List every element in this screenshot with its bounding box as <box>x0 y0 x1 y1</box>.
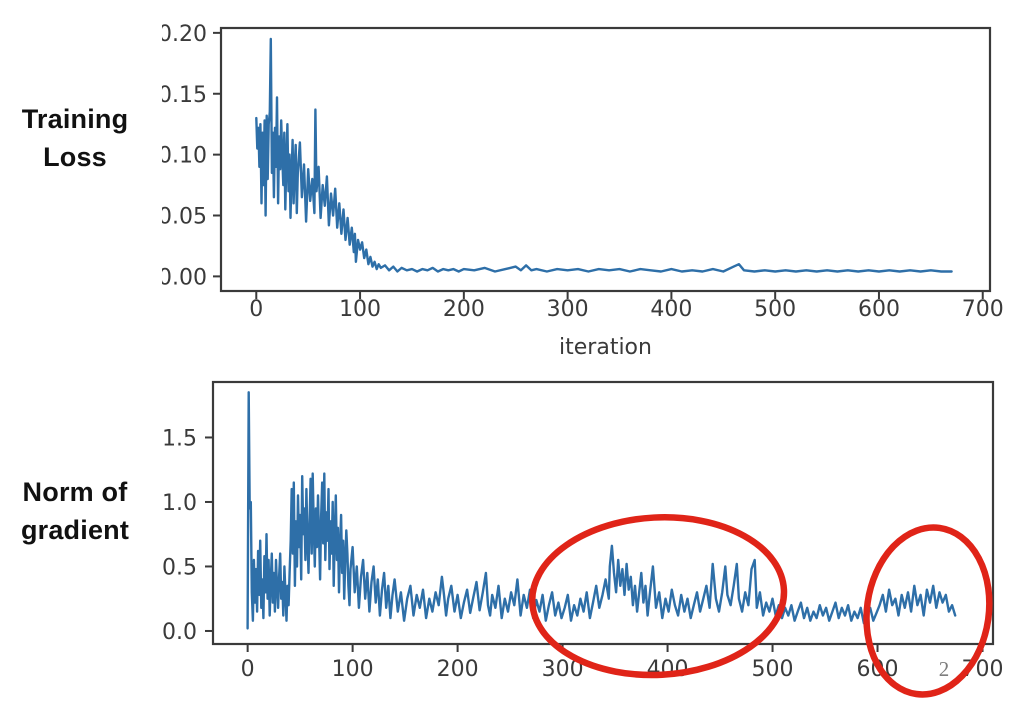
data-line <box>255 37 953 273</box>
y-tick-label: 0.5 <box>162 555 197 580</box>
x-tick-label: 200 <box>437 657 479 682</box>
y-tick-label: 0.0 <box>162 620 197 645</box>
y-tick-labels: 0.00 0.05 0.10 0.15 0.20 <box>158 22 207 291</box>
x-tick-label: 400 <box>650 297 692 322</box>
x-tick-label: 300 <box>547 297 589 322</box>
axes-box <box>211 380 995 646</box>
page-number: 2 <box>938 657 950 681</box>
training-loss-label-line1: Training <box>21 104 129 134</box>
axes-box <box>219 26 992 293</box>
y-tick-label: 1.5 <box>162 426 197 451</box>
gradient-norm-label: Norm of gradient <box>0 473 150 549</box>
x-tick-label: 0 <box>249 297 263 322</box>
x-tick-label: 200 <box>443 297 485 322</box>
training-loss-label-line2: Loss <box>43 142 107 172</box>
y-tick-label: 0.15 <box>158 83 207 108</box>
red-circle-annotation <box>863 524 993 698</box>
gradient-norm-label-line2: gradient <box>20 515 130 545</box>
y-tick-label: 0.20 <box>158 22 207 47</box>
training-loss-chart: 0 100 200 300 400 500 600 7000.000.050.100.150.… <box>158 22 1004 360</box>
y-tick-labels: 0.0 0.5 1.0 1.5 <box>162 426 197 645</box>
red-circle-annotation <box>528 514 788 679</box>
y-tick-label: 0.10 <box>158 144 207 169</box>
x-axis-label: iteration <box>559 335 652 360</box>
gradient-norm-label-line1: Norm of <box>22 477 128 507</box>
y-tick-label: 0.00 <box>158 265 207 290</box>
x-tick-label: 100 <box>339 297 381 322</box>
x-tick-label: 500 <box>752 657 794 682</box>
x-tick-label: 0 <box>241 657 255 682</box>
x-tick-label: 100 <box>332 657 374 682</box>
x-tick-label: 500 <box>754 297 796 322</box>
training-loss-label: Training Loss <box>0 100 150 176</box>
y-tick-label: 0.05 <box>158 205 207 230</box>
x-tick-label: 700 <box>962 297 1004 322</box>
data-line <box>246 391 957 630</box>
x-tick-label: 600 <box>858 297 900 322</box>
y-tick-label: 1.0 <box>162 491 197 516</box>
